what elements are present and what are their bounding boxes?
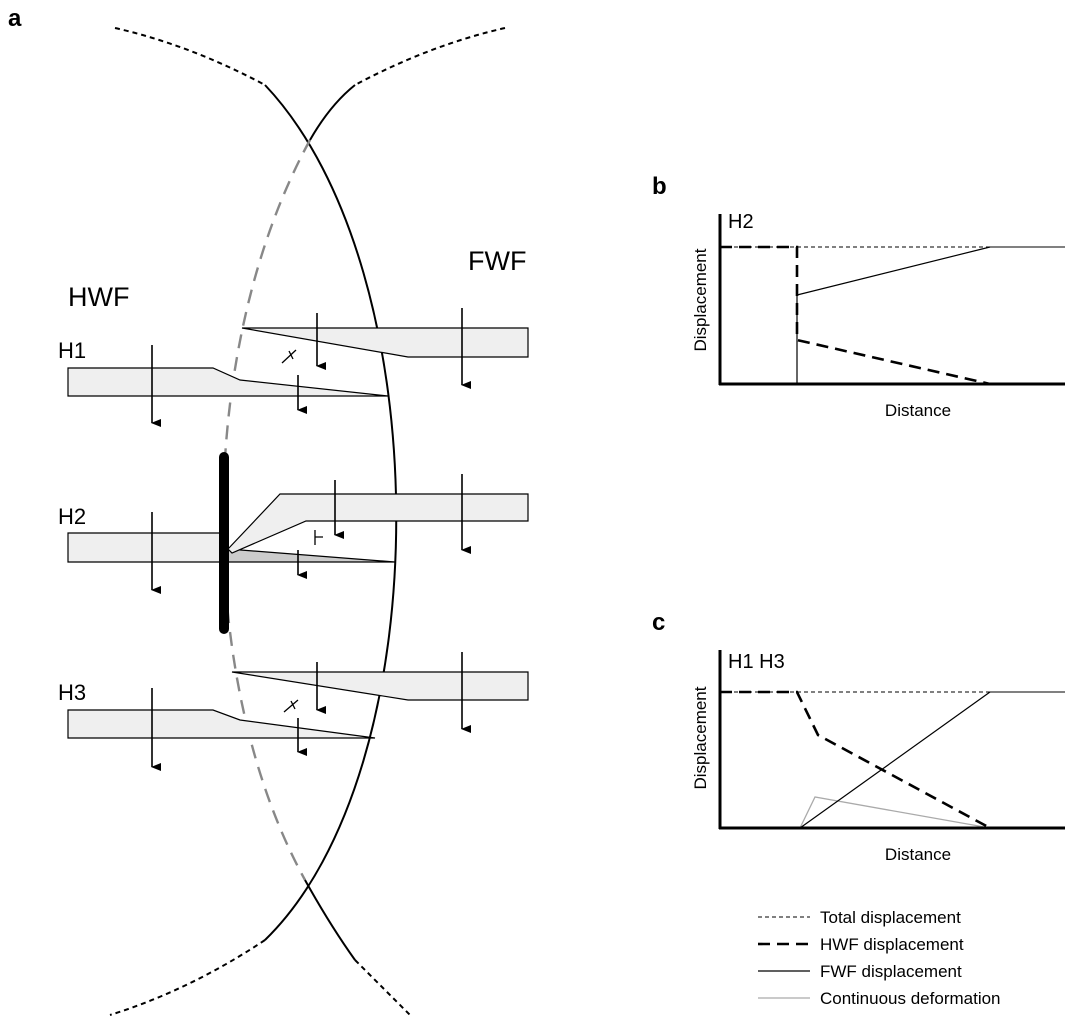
panel-c: c H1 H3 Displacement Distance (652, 609, 1065, 864)
legend: Total displacement HWF displacement FWF … (758, 908, 1001, 1008)
panel-label: b (652, 173, 667, 200)
fwf-line (800, 692, 990, 828)
horizon-label: H2 (58, 504, 86, 529)
horizon-block (68, 533, 225, 562)
figure: a HWF FWF H1 H2 H3 (0, 0, 1065, 1017)
panel-b: b H2 Displacement Distance (652, 173, 1065, 420)
strike-dip (282, 350, 296, 363)
fault-tip (355, 28, 505, 85)
horizon-block (232, 672, 528, 700)
panel-a: a HWF FWF H1 H2 H3 (8, 5, 528, 1015)
strike-dip (284, 700, 298, 712)
fwf-label: FWF (468, 246, 526, 276)
panel-label: c (652, 609, 665, 636)
hwf-line (720, 247, 990, 384)
strike-dip (315, 530, 323, 545)
hwf-line (720, 692, 990, 828)
horizon-block (228, 494, 528, 553)
hwf-label: HWF (68, 282, 129, 312)
horizon-label: H3 (58, 680, 86, 705)
panel-label: a (8, 5, 22, 32)
horizon-block (68, 368, 388, 396)
horizon-wedge (228, 549, 395, 562)
horizon-label: H1 H3 (728, 651, 785, 673)
fwf-line (797, 247, 990, 384)
x-axis-label: Distance (885, 845, 951, 864)
horizon-block (242, 328, 528, 357)
horizon-label: H2 (728, 211, 754, 233)
fault-trace (305, 880, 355, 960)
legend-label: HWF displacement (820, 935, 964, 954)
legend-label: Total displacement (820, 908, 961, 927)
page: {"panels": { "a": {"label": "a", "hwf": … (0, 0, 1065, 1017)
fault-tip (355, 960, 410, 1015)
legend-label: Continuous deformation (820, 989, 1001, 1008)
y-axis-label: Displacement (691, 248, 710, 351)
fault-tip (115, 28, 265, 85)
legend-label: FWF displacement (820, 962, 962, 981)
y-axis-label: Displacement (691, 686, 710, 789)
horizon-block (68, 710, 375, 738)
fault-trace (310, 85, 355, 140)
horizon-label: H1 (58, 338, 86, 363)
fault-tip (110, 940, 265, 1015)
x-axis-label: Distance (885, 401, 951, 420)
fault-segment (219, 452, 229, 634)
